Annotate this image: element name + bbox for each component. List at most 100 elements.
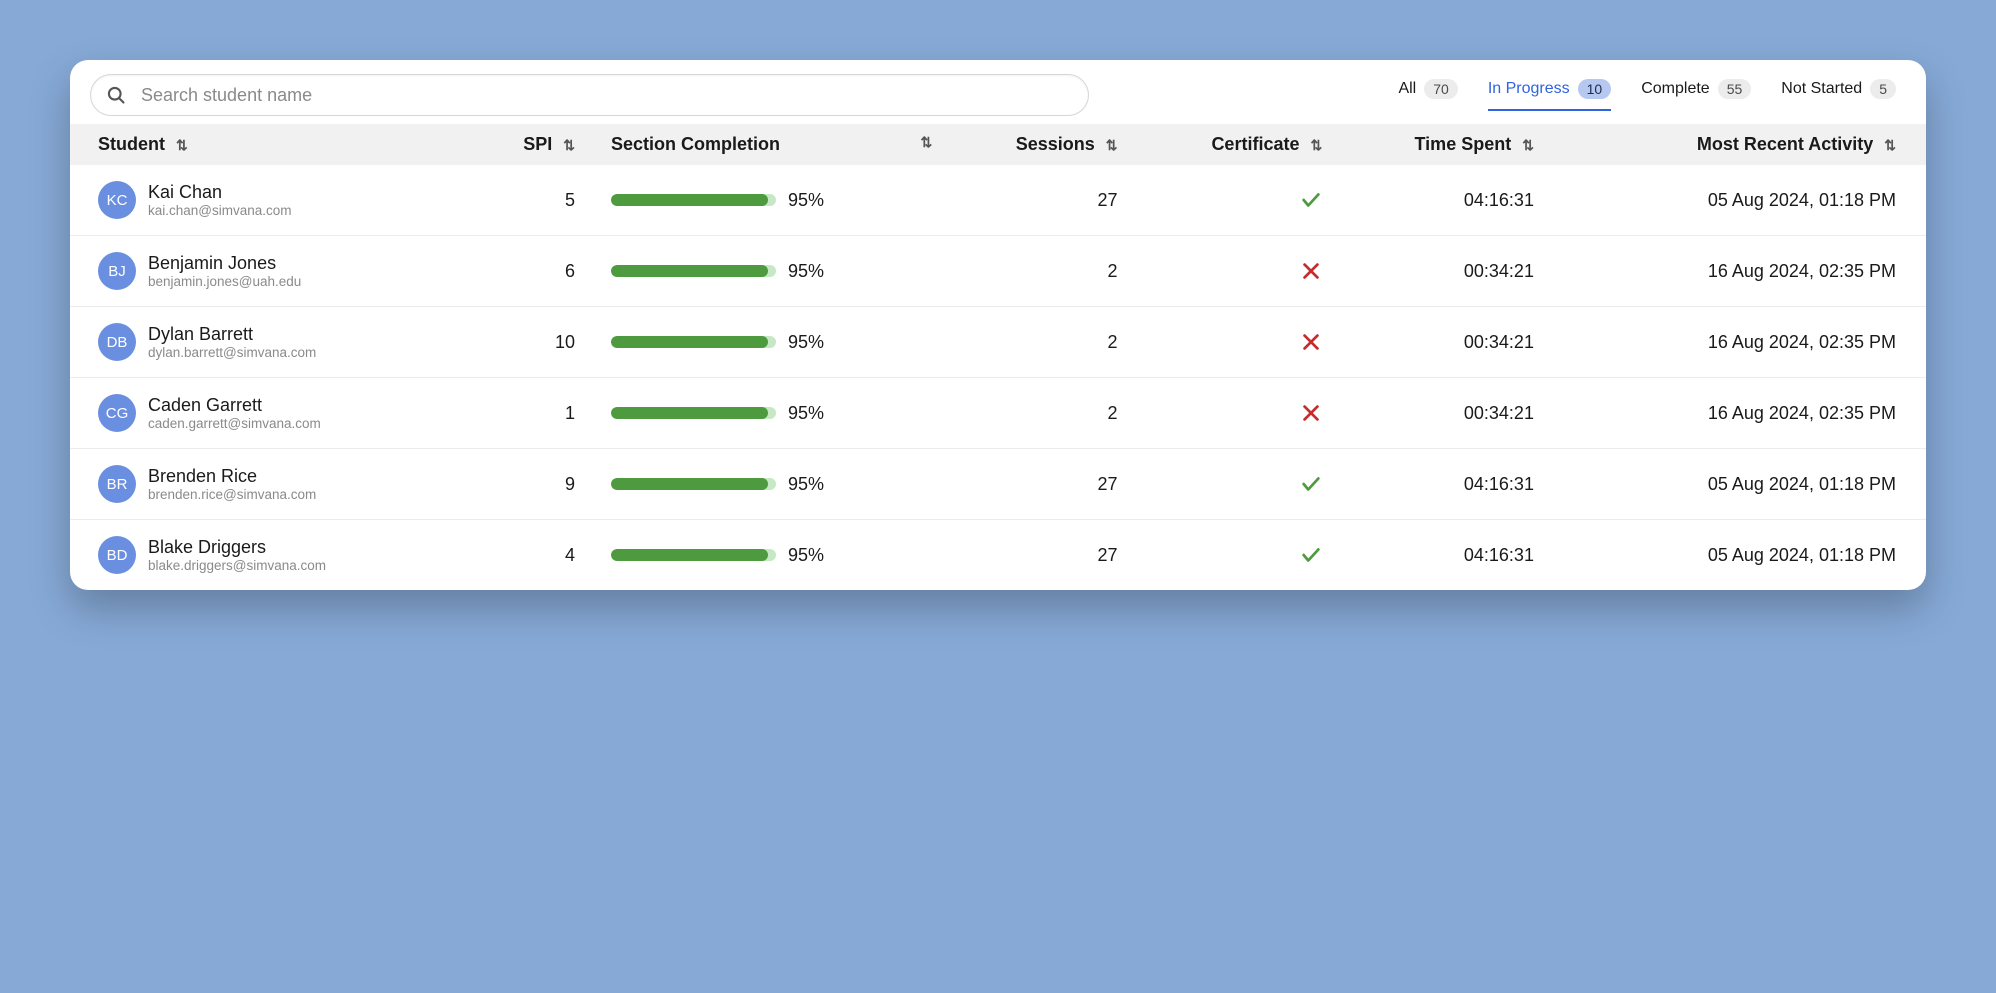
col-header-student[interactable]: Student ⇅ bbox=[70, 124, 473, 165]
certificate-cell bbox=[1139, 449, 1336, 520]
student-name: Benjamin Jones bbox=[148, 253, 301, 274]
progress-track bbox=[611, 336, 776, 348]
filter-label: In Progress bbox=[1488, 80, 1570, 98]
table-row[interactable]: BD Blake Driggersblake.driggers@simvana.c… bbox=[70, 520, 1926, 591]
progress-cell: 95% bbox=[611, 474, 932, 495]
filter-count-badge: 70 bbox=[1424, 79, 1458, 99]
search-input[interactable] bbox=[90, 74, 1089, 116]
sort-icon: ⇅ bbox=[1884, 137, 1896, 154]
progress-cell: 95% bbox=[611, 403, 932, 424]
sort-icon: ⇅ bbox=[563, 137, 575, 154]
activity-value: 05 Aug 2024, 01:18 PM bbox=[1552, 520, 1926, 591]
filter-tab-not-started[interactable]: Not Started5 bbox=[1781, 79, 1896, 111]
x-icon bbox=[1300, 260, 1322, 282]
progress-fill bbox=[611, 549, 768, 561]
sessions-value: 2 bbox=[944, 378, 1139, 449]
table-row[interactable]: BJBenjamin Jonesbenjamin.jones@uah.edu 6 9… bbox=[70, 236, 1926, 307]
table-row[interactable]: CGCaden Garrettcaden.garrett@simvana.com… bbox=[70, 378, 1926, 449]
student-cell: CGCaden Garrettcaden.garrett@simvana.com bbox=[98, 394, 461, 432]
progress-track bbox=[611, 478, 776, 490]
certificate-cell bbox=[1139, 520, 1336, 591]
sort-icon: ⇅ bbox=[176, 137, 188, 154]
sort-icon: ⇅ bbox=[1106, 137, 1118, 154]
student-text: Blake Driggersblake.driggers@simvana.com bbox=[148, 537, 326, 573]
time-spent-value: 04:16:31 bbox=[1336, 449, 1552, 520]
progress-label: 95% bbox=[788, 474, 824, 495]
spi-value: 10 bbox=[473, 307, 599, 378]
col-header-label: Most Recent Activity bbox=[1697, 134, 1873, 154]
filter-tab-all[interactable]: All 70 bbox=[1398, 79, 1457, 111]
search-icon bbox=[106, 85, 126, 105]
activity-value: 16 Aug 2024, 02:35 PM bbox=[1552, 307, 1926, 378]
col-header-sessions[interactable]: Sessions ⇅ bbox=[944, 124, 1139, 165]
progress-fill bbox=[611, 478, 768, 490]
table-header: Student ⇅ SPI ⇅ Section Completion ⇅ Ses… bbox=[70, 124, 1926, 165]
spi-value: 5 bbox=[473, 165, 599, 236]
student-name: Caden Garrett bbox=[148, 395, 321, 416]
certificate-cell bbox=[1139, 236, 1336, 307]
x-icon bbox=[1300, 402, 1322, 424]
check-icon bbox=[1300, 473, 1322, 495]
progress-cell: 95% bbox=[611, 332, 932, 353]
table-row[interactable]: KCKai Chankai.chan@simvana.com595%2704:1… bbox=[70, 165, 1926, 236]
col-header-certificate[interactable]: Certificate ⇅ bbox=[1139, 124, 1336, 165]
student-email: benjamin.jones@uah.edu bbox=[148, 274, 301, 290]
spi-value: 1 bbox=[473, 378, 599, 449]
progress-label: 95% bbox=[788, 190, 824, 211]
avatar: BD bbox=[98, 536, 136, 574]
check-icon bbox=[1300, 544, 1322, 566]
col-header-label: Student bbox=[98, 134, 165, 154]
time-spent-value: 04:16:31 bbox=[1336, 165, 1552, 236]
col-header-label: Certificate bbox=[1211, 134, 1299, 154]
col-header-label: Time Spent bbox=[1415, 134, 1512, 154]
filter-tab-complete[interactable]: Complete55 bbox=[1641, 79, 1751, 111]
sessions-value: 2 bbox=[944, 307, 1139, 378]
certificate-cell bbox=[1139, 378, 1336, 449]
students-card: All70In Progress10Complete55Not Started5… bbox=[70, 60, 1926, 590]
sessions-value: 27 bbox=[944, 520, 1139, 591]
avatar: BR bbox=[98, 465, 136, 503]
student-name: Dylan Barrett bbox=[148, 324, 316, 345]
progress-fill bbox=[611, 265, 768, 277]
student-cell: DB Dylan Barrettdylan.barrett@simvana.com bbox=[98, 323, 461, 361]
filter-count-badge: 55 bbox=[1718, 79, 1752, 99]
sessions-value: 27 bbox=[944, 165, 1139, 236]
progress-label: 95% bbox=[788, 261, 824, 282]
col-header-most-recent[interactable]: Most Recent Activity ⇅ bbox=[1552, 124, 1926, 165]
col-header-time-spent[interactable]: Time Spent ⇅ bbox=[1336, 124, 1552, 165]
time-spent-value: 00:34:21 bbox=[1336, 307, 1552, 378]
progress-track bbox=[611, 265, 776, 277]
progress-track bbox=[611, 194, 776, 206]
sessions-value: 27 bbox=[944, 449, 1139, 520]
student-name: Brenden Rice bbox=[148, 466, 316, 487]
student-text: Brenden Ricebrenden.rice@simvana.com bbox=[148, 466, 316, 502]
col-header-label: SPI bbox=[523, 134, 552, 154]
progress-cell: 95% bbox=[611, 545, 932, 566]
sort-icon: ⇅ bbox=[1522, 137, 1534, 154]
student-name: Blake Driggers bbox=[148, 537, 326, 558]
col-header-label: Section Completion bbox=[611, 134, 780, 154]
spi-value: 6 bbox=[473, 236, 599, 307]
student-cell: BR Brenden Ricebrenden.rice@simvana.com bbox=[98, 465, 461, 503]
sessions-value: 2 bbox=[944, 236, 1139, 307]
student-text: Kai Chankai.chan@simvana.com bbox=[148, 182, 292, 218]
certificate-cell bbox=[1139, 165, 1336, 236]
filter-label: All bbox=[1398, 80, 1416, 98]
activity-value: 16 Aug 2024, 02:35 PM bbox=[1552, 378, 1926, 449]
student-cell: BJBenjamin Jonesbenjamin.jones@uah.edu bbox=[98, 252, 461, 290]
col-header-spi[interactable]: SPI ⇅ bbox=[473, 124, 599, 165]
filter-tab-in-progress[interactable]: In Progress10 bbox=[1488, 79, 1611, 111]
col-header-completion[interactable]: Section Completion ⇅ bbox=[599, 124, 944, 165]
student-text: Dylan Barrettdylan.barrett@simvana.com bbox=[148, 324, 316, 360]
student-email: caden.garrett@simvana.com bbox=[148, 416, 321, 432]
table-row[interactable]: BRBrenden Ricebrenden.rice@simvana.com99… bbox=[70, 449, 1926, 520]
topbar: All 70 In Progress10 Complete55 Not Started5 bbox=[70, 60, 1926, 124]
students-table: Student ⇅ SPI ⇅ Section Completion ⇅ Ses… bbox=[70, 124, 1926, 590]
student-text: Caden Garrettcaden.garrett@simvana.com bbox=[148, 395, 321, 431]
table-row[interactable]: DB Dylan Barrettdylan.barrett@simvana.com… bbox=[70, 307, 1926, 378]
progress-track bbox=[611, 549, 776, 561]
student-email: brenden.rice@simvana.com bbox=[148, 487, 316, 503]
student-email: dylan.barrett@simvana.com bbox=[148, 345, 316, 361]
avatar: DB bbox=[98, 323, 136, 361]
progress-fill bbox=[611, 407, 768, 419]
